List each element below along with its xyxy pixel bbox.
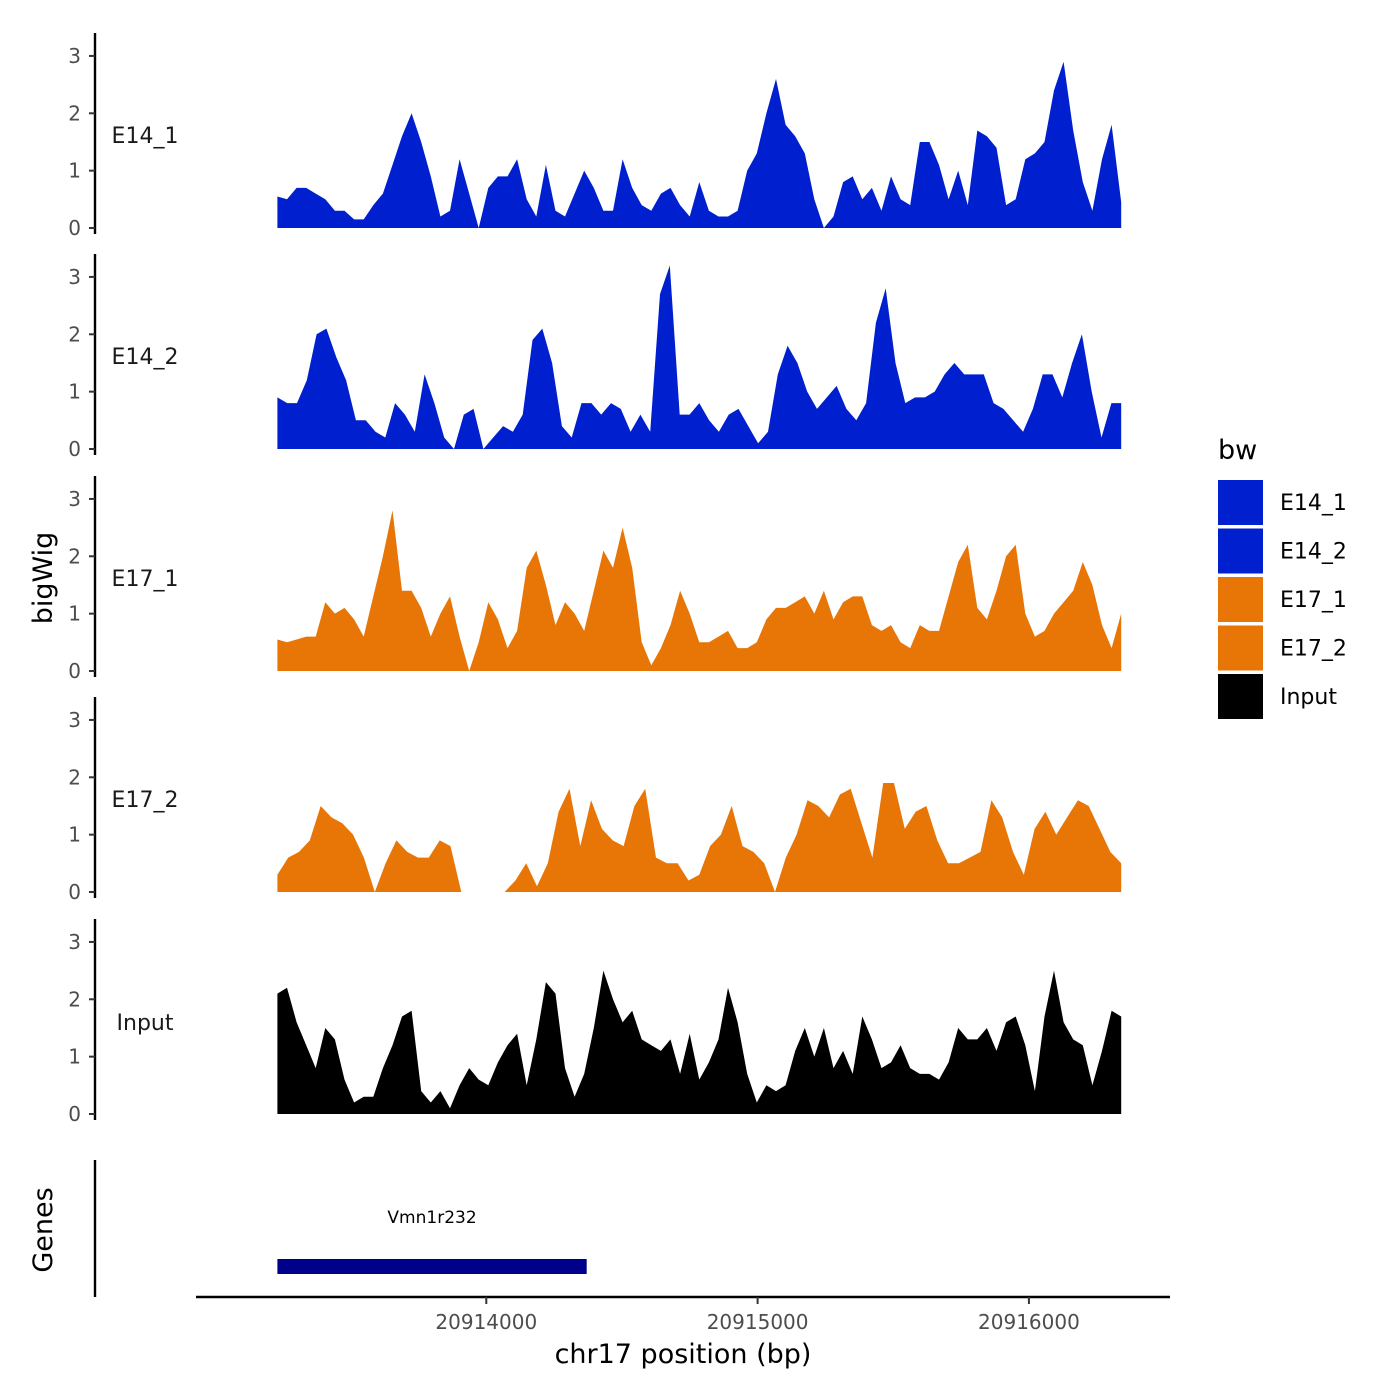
gene-label: Vmn1r232	[387, 1208, 476, 1228]
y-tick-label: 3	[68, 44, 81, 68]
genes-panel: Vmn1r232	[93, 1160, 587, 1297]
legend-swatch	[1218, 480, 1263, 525]
y-tick-label: 0	[68, 437, 81, 461]
track-panel: 0 1 2 3 Input	[68, 919, 1122, 1126]
y-tick-label: 0	[68, 1102, 81, 1126]
y-tick-label: 3	[68, 487, 81, 511]
legend-title: bw	[1218, 435, 1257, 466]
x-tick-label: 20914000	[435, 1310, 537, 1334]
track-panel: 0 1 2 3 E14_2	[68, 254, 1122, 461]
legend-label: E14_1	[1280, 491, 1347, 516]
track-panel: 0 1 2 3 E17_1	[68, 476, 1122, 683]
track-label: Input	[117, 1011, 174, 1036]
legend-label: E17_2	[1280, 637, 1347, 662]
y-tick-label: 2	[68, 322, 81, 346]
y-tick-label: 1	[68, 823, 81, 847]
coverage-area	[277, 783, 1122, 892]
y-tick-label: 2	[68, 101, 81, 125]
legend-label: Input	[1280, 685, 1337, 710]
genes-axis-title: Genes	[28, 1187, 59, 1272]
y-tick-label: 0	[68, 659, 81, 683]
legend: bw E14_1 E14_2 E17_1 E17_2 Input	[1218, 435, 1347, 719]
track-panel: 0 1 2 3 E14_1	[68, 33, 1122, 240]
y-tick-label: 2	[68, 765, 81, 789]
track-label: E14_1	[112, 124, 179, 149]
y-tick-label: 2	[68, 987, 81, 1011]
legend-label: E14_2	[1280, 540, 1347, 565]
legend-swatch	[1218, 577, 1263, 622]
y-tick-label: 2	[68, 544, 81, 568]
y-tick-label: 3	[68, 930, 81, 954]
track-panels: 0 1 2 3 E14_1 0 1 2 3 E14_2 0 1 2 3 E17_1 0 1 2 3 E17_2 0 1 2 3…	[68, 33, 1122, 1126]
coverage-area	[277, 265, 1122, 449]
track-label: E14_2	[112, 345, 179, 370]
y-tick-label: 0	[68, 216, 81, 240]
x-tick-label: 20915000	[707, 1310, 809, 1334]
coverage-area	[277, 61, 1122, 229]
y-tick-label: 1	[68, 380, 81, 404]
y-tick-label: 1	[68, 602, 81, 626]
coverage-area	[277, 510, 1122, 671]
legend-swatch	[1218, 625, 1263, 671]
coverage-area	[277, 970, 1122, 1114]
legend-swatch	[1218, 674, 1263, 719]
x-axis: 20914000 20915000 20916000	[196, 1295, 1170, 1334]
track-panel: 0 1 2 3 E17_2	[68, 697, 1122, 904]
y-tick-label: 1	[68, 1045, 81, 1069]
y-tick-label: 3	[68, 708, 81, 732]
track-label: E17_2	[112, 788, 179, 813]
y-tick-label: 3	[68, 265, 81, 289]
y-tick-label: 0	[68, 880, 81, 904]
x-axis-title: chr17 position (bp)	[555, 1339, 812, 1370]
legend-label: E17_1	[1280, 588, 1347, 613]
y-tick-label: 1	[68, 159, 81, 183]
track-label: E17_1	[112, 567, 179, 592]
y-axis-title: bigWig	[28, 532, 59, 625]
gene-bar	[277, 1259, 587, 1274]
legend-swatch	[1218, 528, 1263, 574]
x-tick-label: 20916000	[978, 1310, 1080, 1334]
